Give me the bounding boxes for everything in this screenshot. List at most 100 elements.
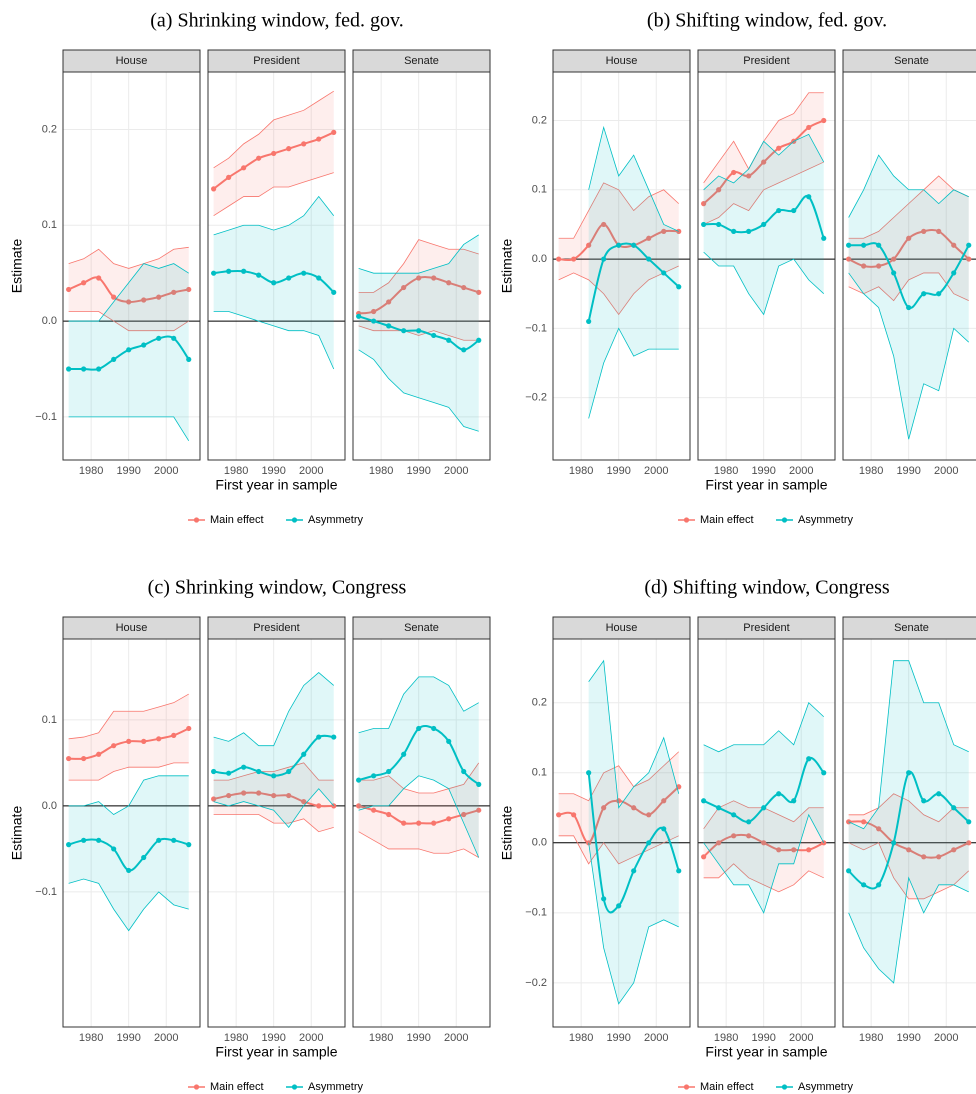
ribbon-edge (213, 788, 335, 829)
ribbon-edge (703, 863, 824, 893)
point (271, 150, 277, 157)
point (646, 256, 652, 262)
point (601, 221, 607, 228)
point (476, 289, 482, 295)
ribbon-edge (358, 239, 479, 293)
point (81, 280, 87, 286)
x-tick-label: 1980 (714, 465, 738, 477)
point (601, 805, 607, 811)
point (186, 286, 192, 293)
y-tick-label: 0.0 (532, 837, 547, 849)
y-tick-label: −0.1 (525, 907, 547, 919)
legend-label: Asymmetry (308, 1081, 364, 1093)
legend-label: Main effect (700, 514, 754, 526)
point (676, 868, 682, 874)
ribbon-edge (848, 660, 969, 830)
point (921, 291, 927, 297)
point (386, 811, 392, 818)
ribbon-edge (358, 325, 479, 341)
x-tick-label: 1980 (714, 1032, 738, 1044)
point (156, 736, 162, 742)
point (746, 833, 752, 839)
y-axis-title: Estimate (499, 239, 515, 294)
x-tick-label: 1990 (751, 1032, 775, 1044)
strip (207, 49, 346, 73)
point (96, 366, 102, 372)
strip-label: House (606, 622, 638, 634)
strip (552, 49, 691, 73)
point (316, 275, 322, 281)
point (746, 173, 752, 179)
point (331, 734, 337, 740)
point (701, 201, 707, 207)
point (661, 228, 667, 234)
y-tick-label: 0.0 (42, 800, 57, 812)
subfigure: (b) Shifting window, fed. gov. −0.2 −0.1 0.… (499, 10, 976, 526)
ribbon-edge (358, 676, 479, 734)
panel-background (353, 72, 490, 460)
point (171, 289, 177, 295)
strip (697, 616, 836, 640)
x-tick-label: 1980 (569, 1032, 593, 1044)
ribbon (703, 92, 824, 225)
ribbon-edge (68, 416, 190, 442)
point (431, 725, 437, 732)
strip-label: President (253, 55, 299, 67)
panel-background (353, 639, 490, 1027)
legend-label: Asymmetry (798, 1081, 854, 1093)
point (416, 275, 422, 281)
point (701, 854, 707, 860)
strip-label: House (116, 55, 148, 67)
point (861, 242, 867, 248)
panel-background (208, 639, 345, 1027)
ribbon-edge (213, 672, 335, 747)
legend-key (193, 1084, 200, 1090)
point (461, 811, 467, 818)
point (876, 882, 882, 888)
y-axis-title: Estimate (499, 806, 515, 861)
x-tick-label: 1980 (859, 1032, 883, 1044)
ribbon-edge (848, 876, 969, 984)
point (126, 867, 132, 874)
ribbon (588, 660, 679, 1004)
point (936, 854, 942, 860)
point (776, 791, 782, 797)
x-tick-label: 2000 (154, 465, 178, 477)
point (761, 159, 767, 165)
x-tick-label: 2000 (299, 1032, 323, 1044)
x-tick-label: 1990 (606, 1032, 630, 1044)
point (631, 242, 637, 248)
point (616, 242, 622, 248)
point (806, 756, 812, 762)
x-tick-label: 2000 (789, 465, 813, 477)
ribbon (358, 239, 479, 341)
point (661, 798, 667, 804)
y-tick-label: −0.2 (525, 392, 547, 404)
point (571, 256, 577, 262)
ribbon-edge (358, 775, 480, 858)
point (846, 256, 852, 262)
point (241, 268, 247, 274)
ribbon-edge (703, 161, 824, 225)
point (356, 313, 362, 319)
strip (62, 616, 201, 640)
point (156, 294, 162, 300)
point (371, 773, 377, 779)
subfigure-title: (a) Shrinking window, fed. gov. (150, 10, 403, 32)
ribbon-edge (703, 813, 825, 914)
y-tick-label: 0.2 (532, 114, 547, 126)
point (716, 221, 722, 228)
ribbon-edge (68, 263, 189, 322)
point (241, 764, 247, 770)
legend-key (683, 517, 690, 523)
point (96, 837, 102, 843)
point (601, 896, 607, 902)
y-tick-label: −0.1 (35, 411, 57, 423)
ribbon-edge (558, 751, 680, 802)
point (791, 847, 797, 853)
point (271, 792, 277, 799)
point (66, 286, 72, 293)
point (921, 228, 927, 234)
point (586, 770, 592, 776)
point (256, 155, 262, 161)
